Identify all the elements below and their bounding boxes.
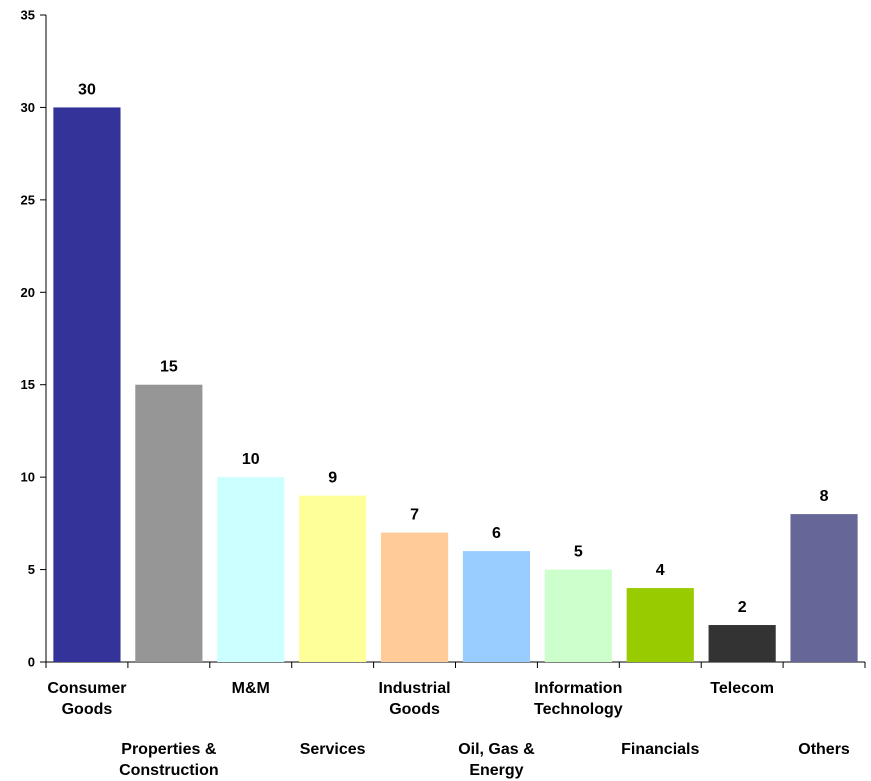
data-label: 30 (78, 81, 96, 98)
category-label: Industrial Goods (379, 680, 451, 718)
data-label: 2 (738, 599, 747, 616)
y-tick-label: 0 (28, 655, 35, 670)
bar (462, 551, 531, 662)
y-tick-label: 15 (21, 377, 35, 392)
data-label: 15 (160, 359, 178, 376)
data-label: 9 (328, 470, 337, 487)
category-label-line: Goods (62, 701, 113, 718)
bar (708, 625, 776, 662)
category-labels: Consumer Goods Properties & Construction M&M… (47, 680, 850, 779)
data-label: 4 (656, 562, 665, 579)
bar (544, 569, 612, 662)
category-label: M&M (232, 680, 270, 697)
y-axis: 0 5 10 15 20 25 30 35 (21, 8, 47, 670)
category-label-line: Consumer (47, 680, 126, 697)
category-label-line: Goods (389, 701, 440, 718)
category-label-line: Technology (534, 701, 623, 718)
bar (626, 588, 694, 662)
y-tick-label: 25 (21, 192, 35, 207)
data-label: 10 (242, 451, 260, 468)
category-label-line: M&M (232, 680, 270, 697)
category-label: Others (798, 741, 850, 758)
category-label: Information Technology (534, 680, 623, 718)
category-label: Properties & Construction (119, 741, 219, 779)
category-label: Telecom (710, 680, 774, 697)
category-label: Services (300, 741, 366, 758)
bar (135, 384, 203, 662)
y-tick-label: 20 (21, 285, 35, 300)
category-label: Financials (621, 741, 699, 758)
y-tick-label: 35 (21, 8, 35, 23)
category-label: Consumer Goods (47, 680, 126, 718)
bar (53, 107, 121, 662)
category-label: Oil, Gas & Energy (458, 741, 535, 779)
category-label-line: Information (534, 680, 622, 697)
bar (217, 477, 285, 662)
bars (53, 107, 858, 662)
category-label-line: Properties & (121, 741, 217, 758)
category-label-line: Others (798, 741, 850, 758)
data-label: 5 (574, 544, 583, 561)
category-label-line: Financials (621, 741, 699, 758)
bar (380, 532, 449, 662)
y-tick-label: 10 (21, 470, 35, 485)
category-label-line: Construction (119, 762, 219, 779)
x-axis (45, 661, 866, 668)
category-label-line: Telecom (710, 680, 774, 697)
data-label: 6 (492, 525, 501, 542)
bar (299, 495, 367, 662)
y-tick-label: 30 (21, 100, 35, 115)
data-label: 7 (410, 507, 419, 524)
category-label-line: Services (300, 741, 366, 758)
bar (790, 514, 858, 662)
category-label-line: Industrial (379, 680, 451, 697)
y-tick-label: 5 (28, 562, 35, 577)
category-label-line: Oil, Gas & (458, 741, 535, 758)
data-label: 8 (820, 488, 829, 505)
category-label-line: Energy (469, 762, 523, 779)
data-labels: 30 15 10 9 7 6 5 4 2 8 (78, 81, 829, 616)
